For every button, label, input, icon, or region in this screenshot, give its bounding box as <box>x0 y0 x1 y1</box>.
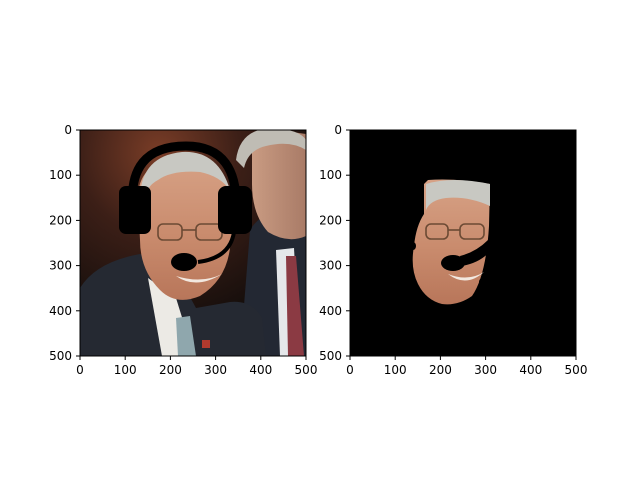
right-ytick-label: 0 <box>334 123 342 137</box>
hair <box>140 151 230 204</box>
right-earcup <box>218 186 252 234</box>
right-xtick-label: 0 <box>346 363 354 377</box>
right-xtick-label: 300 <box>474 363 497 377</box>
left-y-axis: 0 100 200 300 400 500 <box>49 123 80 363</box>
left-xtick-label: 500 <box>295 363 318 377</box>
masked-face-skin <box>412 179 490 305</box>
left-ytick-label: 400 <box>49 304 72 318</box>
left-ytick-label: 200 <box>49 213 72 227</box>
left-xtick-label: 0 <box>76 363 84 377</box>
left-panel: 0 100 200 300 400 500 0 100 200 300 400 500 <box>49 123 317 377</box>
tie <box>176 316 196 356</box>
right-xtick-label: 100 <box>384 363 407 377</box>
headset-band <box>127 141 241 215</box>
right-ytick-label: 300 <box>319 259 342 273</box>
left-ytick-label: 0 <box>64 123 72 137</box>
left-x-axis: 0 100 200 300 400 500 <box>76 356 317 377</box>
left-earcup <box>119 186 151 234</box>
right-xtick-label: 400 <box>519 363 542 377</box>
microphone <box>171 253 197 271</box>
lapel-pin <box>202 340 210 348</box>
right-xtick-label: 200 <box>429 363 452 377</box>
masked-face <box>412 179 490 305</box>
left-xtick-label: 300 <box>204 363 227 377</box>
right-ytick-label: 400 <box>319 304 342 318</box>
left-axes-frame <box>79 129 307 357</box>
right-xtick-label: 500 <box>565 363 588 377</box>
right-x-axis: 0 100 200 300 400 500 <box>346 356 587 377</box>
face <box>137 157 233 300</box>
left-ytick-label: 100 <box>49 168 72 182</box>
left-ytick-label: 300 <box>49 259 72 273</box>
main-person <box>80 151 266 356</box>
right-ytick-label: 500 <box>319 349 342 363</box>
masked-face-glasses <box>425 223 485 240</box>
left-xtick-label: 400 <box>249 363 272 377</box>
left-ytick-label: 500 <box>49 349 72 363</box>
right-panel: 0 100 200 300 400 500 0 100 200 300 400 500 <box>319 123 587 377</box>
left-image <box>80 130 306 356</box>
left-xtick-label: 200 <box>159 363 182 377</box>
masked-headset-residue <box>410 240 502 286</box>
right-image <box>350 130 576 356</box>
mic-boom <box>197 231 236 264</box>
right-ytick-label: 200 <box>319 213 342 227</box>
right-y-axis: 0 100 200 300 400 500 <box>319 123 350 363</box>
left-xtick-label: 100 <box>114 363 137 377</box>
headset-overlay <box>119 141 252 271</box>
right-axes-frame <box>349 129 577 357</box>
right-ytick-label: 100 <box>319 168 342 182</box>
masked-face-hair <box>426 180 490 210</box>
